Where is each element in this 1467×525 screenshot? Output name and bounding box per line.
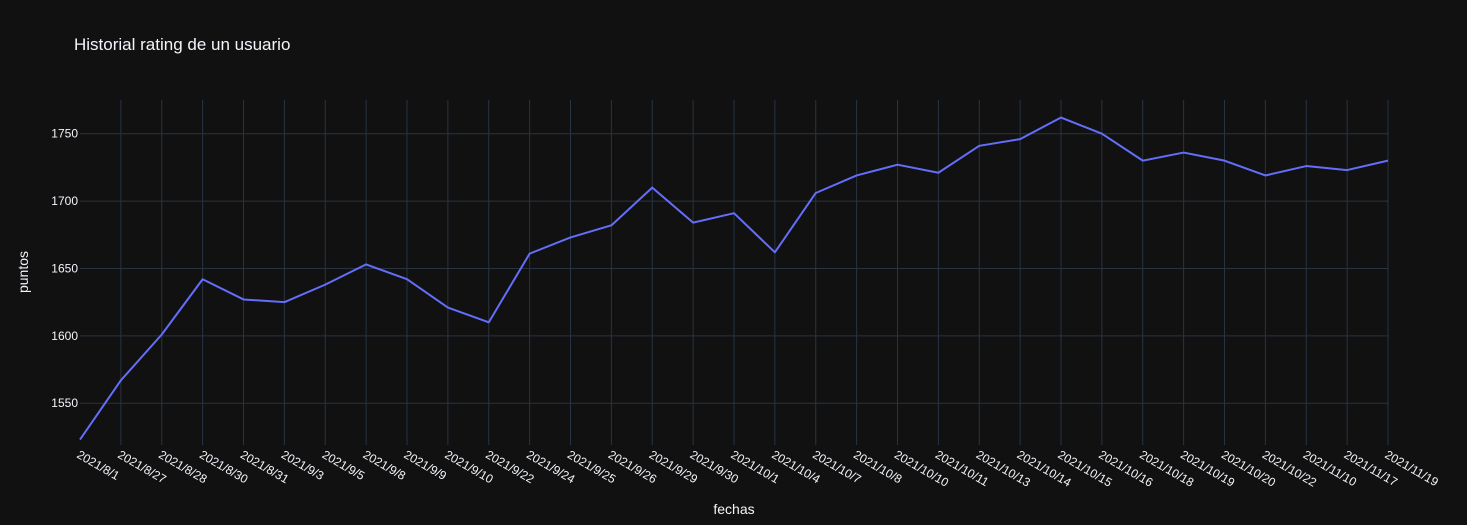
- y-tick-label: 1600: [51, 329, 78, 343]
- series-layer: [79, 116, 1389, 441]
- x-tick-label: 2021/8/1: [75, 447, 123, 483]
- y-tick-label: 1650: [51, 261, 78, 275]
- y-tick-label: 1750: [51, 127, 78, 141]
- x-tick-label: 2021/9/8: [361, 447, 409, 483]
- chart-title: Historial rating de un usuario: [74, 35, 290, 54]
- axis-layer: 155016001650170017502021/8/12021/8/27202…: [51, 127, 1441, 490]
- x-tick-label: 2021/9/9: [402, 447, 450, 483]
- grid-layer: [80, 100, 1389, 445]
- y-tick-label: 1700: [51, 194, 78, 208]
- x-axis-title: fechas: [713, 501, 754, 517]
- x-tick-label: 2021/9/5: [320, 447, 368, 483]
- y-axis-title: puntos: [15, 251, 31, 293]
- y-tick-label: 1550: [51, 396, 78, 410]
